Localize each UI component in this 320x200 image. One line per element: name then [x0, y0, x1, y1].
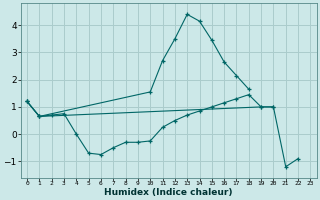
- X-axis label: Humidex (Indice chaleur): Humidex (Indice chaleur): [104, 188, 233, 197]
